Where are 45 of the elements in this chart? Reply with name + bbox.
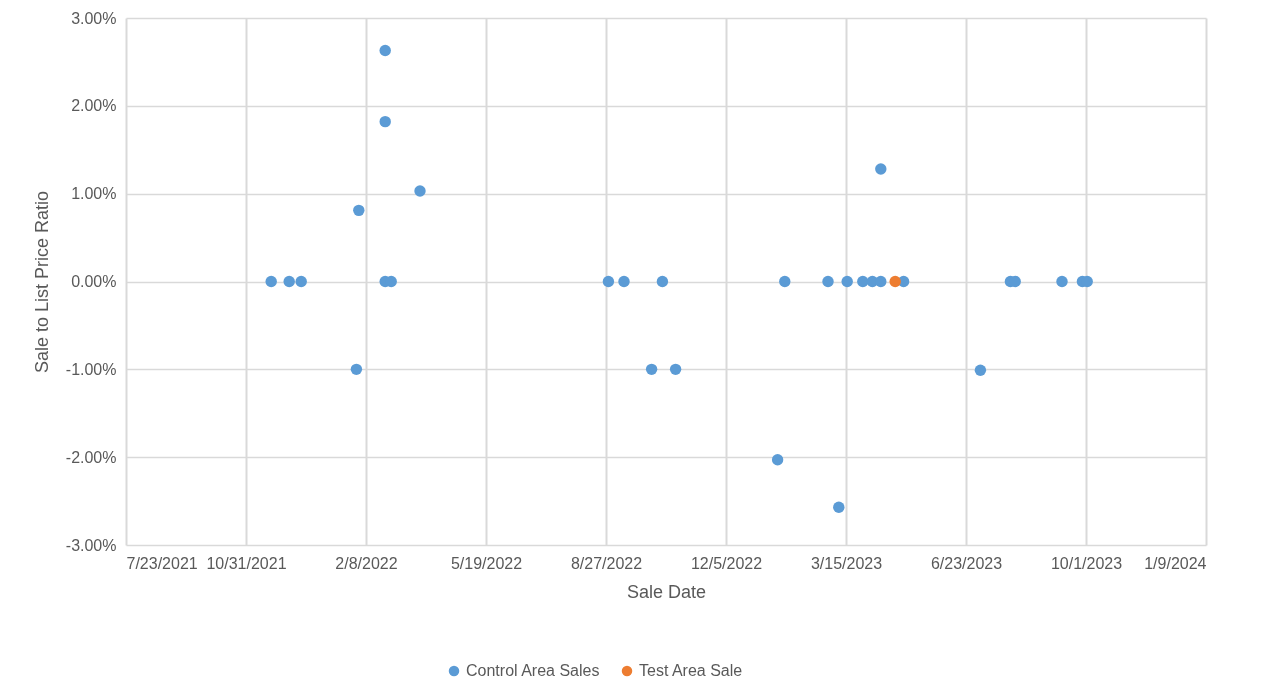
point (350, 363, 363, 376)
x-tick-label: 8/27/2022 (570, 554, 643, 572)
legend-label: Test Area Sale (639, 662, 743, 679)
point (379, 115, 391, 128)
y-tick-label: 0.00% (71, 273, 117, 290)
y-tick-label: 2.00% (71, 97, 117, 115)
point (841, 275, 853, 288)
x-tick-label: 12/5/2022 (690, 554, 763, 572)
point (875, 163, 887, 175)
point (618, 275, 630, 288)
point (875, 275, 887, 288)
x-axis-title: Sale Date (626, 581, 707, 602)
x-tick-label: 5/19/2022 (450, 554, 523, 572)
y-tick-label: -3.00% (65, 536, 117, 554)
legend-label: Control Area Sales (466, 662, 600, 679)
point (974, 364, 987, 376)
point (771, 454, 784, 466)
point (857, 275, 869, 288)
point (283, 275, 295, 288)
x-tick-label: 1/9/2024 (1144, 554, 1207, 572)
point (414, 185, 426, 197)
point (265, 275, 277, 288)
point (656, 275, 669, 288)
point (779, 275, 791, 288)
y-tick-label: 1.00% (71, 185, 117, 203)
x-tick-label: 2/8/2022 (335, 554, 398, 572)
point (295, 275, 307, 288)
x-tick-label: 7/23/2021 (126, 554, 198, 572)
y-axis-title: Sale to List Price Ratio (31, 190, 52, 374)
point (1056, 275, 1068, 288)
y-tick-label: 3.00% (71, 9, 117, 27)
y-tick-label: -2.00% (65, 448, 117, 466)
x-tick-label: 3/15/2023 (810, 554, 883, 572)
point (822, 275, 834, 288)
point (602, 275, 615, 288)
point (833, 501, 845, 513)
y-tick-label: -1.00% (65, 360, 117, 378)
point (379, 44, 391, 57)
point (645, 363, 658, 376)
point (669, 363, 682, 376)
point (353, 204, 365, 217)
x-tick-label: 6/23/2023 (930, 554, 1003, 572)
x-tick-label: 10/31/2021 (206, 554, 287, 572)
point (889, 275, 901, 288)
x-tick-label: 10/1/2023 (1050, 554, 1123, 572)
